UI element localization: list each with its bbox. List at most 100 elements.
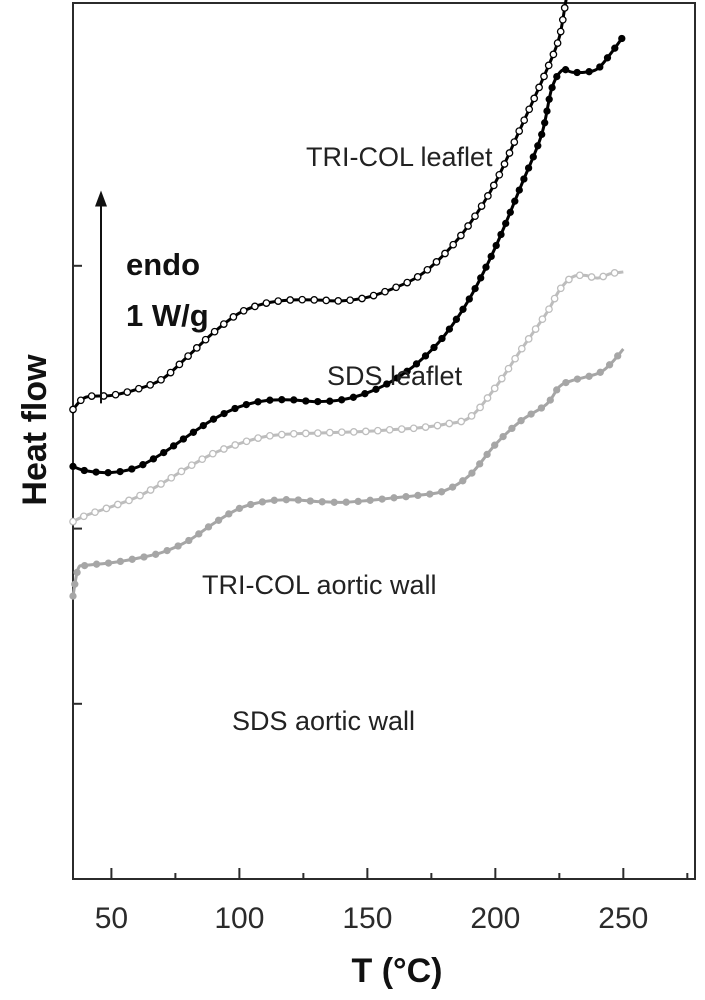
data-point	[179, 435, 188, 443]
data-point	[254, 434, 262, 442]
data-point	[560, 4, 569, 12]
data-point	[254, 398, 262, 406]
data-point	[537, 404, 546, 412]
data-point	[361, 390, 369, 398]
data-point	[298, 295, 307, 304]
data-point	[426, 490, 434, 498]
data-point	[354, 497, 362, 506]
data-point	[220, 445, 228, 453]
data-point	[605, 361, 614, 369]
data-point	[618, 34, 626, 43]
data-point	[504, 364, 513, 373]
data-point	[414, 491, 422, 500]
data-point	[544, 61, 553, 70]
data-point	[201, 335, 210, 344]
data-point	[515, 186, 523, 194]
data-point	[497, 230, 505, 239]
data-point	[464, 222, 472, 230]
data-point	[449, 240, 458, 249]
data-point	[530, 94, 539, 103]
data-point	[500, 160, 509, 168]
data-point	[258, 498, 267, 506]
x-tick-label: 100	[214, 902, 264, 935]
plot-frame	[72, 2, 696, 880]
data-point	[438, 334, 446, 343]
data-point	[113, 500, 122, 509]
data-point	[430, 343, 438, 352]
data-point	[596, 63, 604, 71]
data-point	[502, 219, 510, 228]
data-point	[599, 272, 608, 281]
data-point	[524, 335, 533, 343]
data-point	[314, 397, 322, 406]
data-point	[614, 352, 622, 360]
data-point	[210, 327, 219, 336]
data-point	[556, 284, 565, 293]
data-point	[556, 27, 565, 36]
data-point	[270, 496, 278, 504]
data-point	[457, 417, 466, 426]
data-point	[136, 491, 144, 500]
data-point	[517, 417, 525, 425]
data-point	[448, 483, 457, 491]
data-point	[71, 580, 79, 588]
data-point	[585, 68, 593, 76]
x-axis-title: T (°C)	[351, 952, 442, 990]
data-point	[146, 486, 155, 494]
data-point	[235, 504, 244, 513]
data-point	[441, 249, 449, 258]
data-point	[495, 170, 504, 179]
data-point	[477, 274, 485, 282]
data-point	[483, 450, 491, 459]
data-point	[525, 105, 534, 114]
data-point	[116, 557, 125, 566]
series-line	[71, 0, 568, 411]
data-point	[561, 66, 570, 74]
data-point	[433, 421, 442, 430]
data-point	[242, 400, 250, 409]
data-point	[534, 142, 542, 150]
data-point	[397, 425, 406, 433]
data-point	[471, 212, 479, 221]
data-point	[174, 542, 182, 550]
series-3	[69, 348, 625, 600]
data-point	[372, 385, 380, 393]
data-point	[515, 127, 524, 135]
data-point	[403, 278, 412, 287]
data-point	[402, 493, 410, 501]
data-point	[412, 360, 421, 368]
data-point	[548, 83, 556, 92]
data-point	[421, 423, 430, 431]
data-point	[322, 296, 331, 305]
data-point	[266, 431, 274, 440]
data-point	[437, 488, 446, 496]
data-point	[550, 294, 559, 303]
data-point	[290, 396, 298, 404]
data-point	[87, 392, 96, 400]
data-point	[445, 419, 454, 428]
data-point	[491, 441, 499, 449]
data-point	[313, 429, 322, 437]
data-point	[337, 428, 346, 437]
data-point	[325, 428, 334, 437]
data-point	[467, 412, 476, 420]
data-point	[535, 83, 543, 92]
data-point	[349, 393, 358, 401]
data-point	[198, 455, 207, 464]
data-point	[366, 496, 374, 504]
data-point	[505, 149, 514, 157]
data-point	[527, 410, 535, 418]
data-point	[242, 437, 251, 446]
endo-label: endo	[126, 247, 200, 282]
data-point	[413, 273, 422, 281]
data-point	[611, 44, 619, 52]
data-point	[152, 550, 160, 558]
data-point	[128, 555, 136, 563]
data-point	[149, 455, 158, 463]
data-point	[499, 432, 507, 441]
data-point	[483, 394, 492, 402]
data-point	[471, 284, 479, 293]
data-point	[116, 467, 124, 476]
data-point	[553, 39, 562, 47]
scale-label: 1 W/g	[126, 298, 209, 333]
